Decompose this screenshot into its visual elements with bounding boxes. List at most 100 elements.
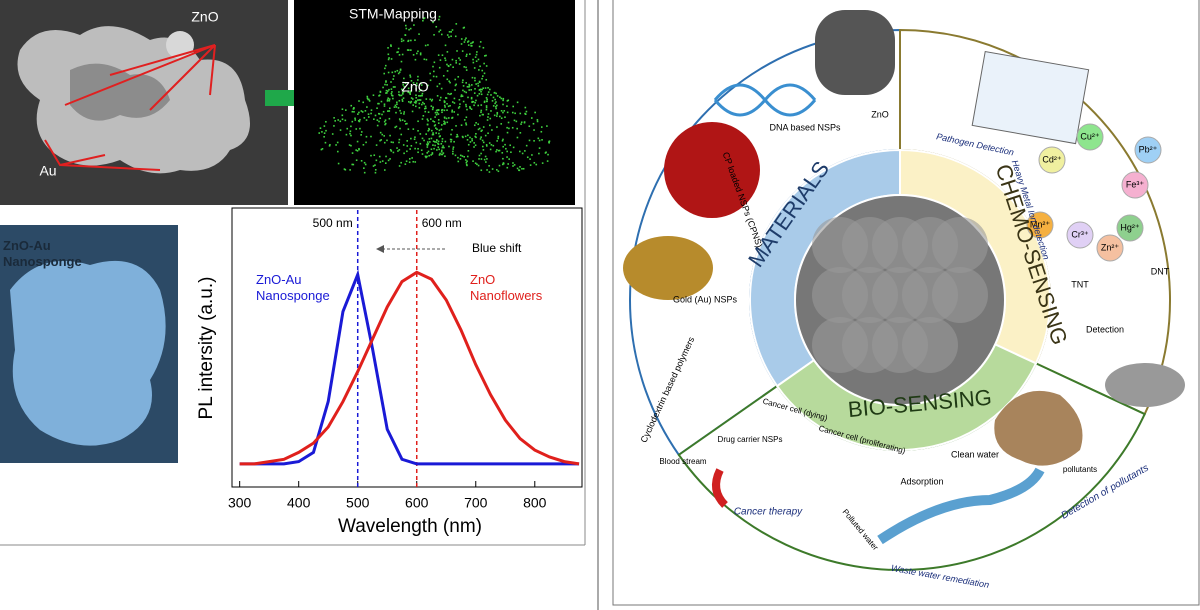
dot — [441, 149, 443, 152]
dot — [397, 47, 400, 50]
dot — [468, 85, 471, 87]
dot — [443, 109, 446, 112]
dot — [504, 143, 506, 146]
dot — [404, 163, 407, 165]
dot — [410, 39, 412, 42]
dot — [401, 92, 404, 94]
dot — [480, 104, 483, 106]
dot — [537, 137, 540, 140]
dot — [532, 122, 535, 125]
dot — [472, 100, 475, 103]
dot — [502, 145, 504, 148]
dot — [471, 139, 473, 142]
dot — [346, 127, 349, 130]
dot — [441, 146, 444, 149]
mapping-dots — [318, 15, 551, 174]
dot — [389, 134, 391, 137]
dot — [495, 92, 497, 95]
dot — [386, 139, 388, 142]
dot — [483, 100, 486, 103]
dot — [443, 104, 446, 107]
ion-label: Cr³⁺ — [1071, 229, 1088, 239]
dot — [502, 138, 504, 141]
dot — [387, 58, 390, 61]
dot — [333, 125, 335, 127]
dot — [477, 85, 480, 87]
dot — [423, 17, 426, 19]
dot — [511, 111, 514, 114]
center-texture — [902, 317, 958, 373]
dot — [460, 94, 463, 96]
dot — [432, 106, 434, 109]
dot — [501, 139, 504, 142]
dot — [417, 99, 419, 101]
dot — [481, 69, 484, 72]
dot — [430, 105, 433, 107]
dot — [437, 54, 440, 56]
dot — [464, 39, 467, 41]
dot — [452, 150, 454, 153]
dot — [341, 108, 344, 111]
dot — [380, 100, 383, 103]
dot — [325, 120, 327, 123]
dot — [461, 81, 464, 84]
dot — [500, 123, 503, 125]
dot — [367, 98, 369, 101]
dot — [536, 119, 539, 121]
dot — [487, 116, 489, 118]
dot — [408, 49, 410, 51]
dot — [360, 110, 363, 112]
dot — [421, 118, 424, 120]
dot — [359, 127, 361, 130]
dot — [463, 156, 466, 158]
dot — [412, 128, 415, 130]
dot — [367, 113, 370, 115]
dot — [339, 120, 342, 123]
dot — [424, 44, 427, 47]
dot — [457, 107, 460, 109]
dot — [516, 167, 519, 170]
dot — [502, 97, 505, 100]
dot — [377, 102, 379, 105]
dot — [444, 121, 446, 124]
dot — [383, 120, 386, 123]
dot — [495, 105, 497, 108]
dot — [500, 97, 503, 100]
dot — [453, 140, 455, 143]
dot — [467, 40, 470, 42]
dot — [390, 44, 392, 46]
dot — [476, 163, 478, 166]
dot — [461, 95, 464, 97]
dot — [408, 91, 411, 94]
dot — [426, 146, 429, 148]
dot — [493, 91, 496, 94]
dot — [471, 100, 474, 103]
dot — [465, 103, 467, 106]
dot — [385, 89, 388, 92]
dot — [530, 117, 533, 119]
dot — [420, 82, 422, 84]
dot — [481, 145, 484, 148]
water-stream — [877, 467, 1045, 545]
dot — [465, 69, 468, 71]
dot — [353, 107, 355, 110]
dot — [422, 17, 425, 20]
dot — [400, 60, 403, 63]
dot — [428, 128, 431, 131]
dot — [374, 114, 377, 117]
dot — [480, 111, 482, 114]
dot — [420, 149, 423, 152]
diagram-label: Blood stream — [659, 457, 706, 466]
dot — [507, 121, 510, 124]
dot — [495, 150, 497, 153]
diagram-label: Detection — [1086, 324, 1124, 334]
dot — [478, 154, 481, 157]
dot — [485, 54, 487, 57]
dot — [407, 87, 410, 90]
bio-blob — [994, 390, 1083, 466]
dot — [506, 111, 509, 114]
dot — [427, 143, 430, 145]
dot — [333, 117, 335, 119]
sponge-label: ZnO-Au Nanosponge — [3, 238, 82, 269]
dot — [382, 110, 385, 113]
